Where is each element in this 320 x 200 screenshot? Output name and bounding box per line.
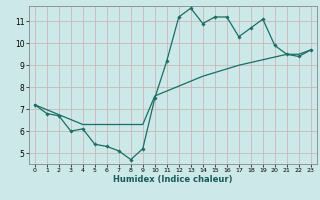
X-axis label: Humidex (Indice chaleur): Humidex (Indice chaleur) (113, 175, 233, 184)
